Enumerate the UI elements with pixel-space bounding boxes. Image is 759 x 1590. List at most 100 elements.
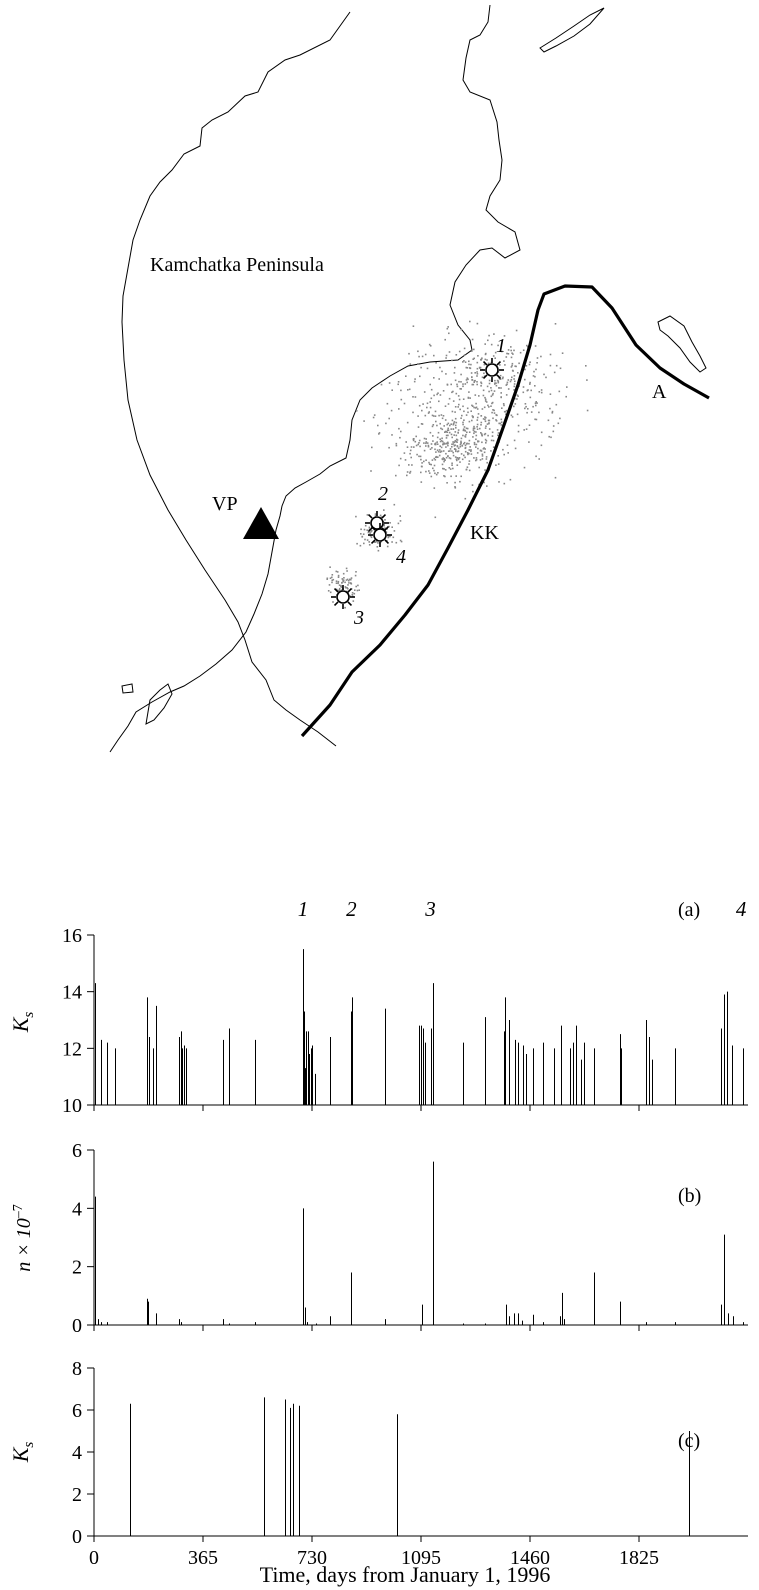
- seismicity-dot: [441, 370, 443, 373]
- seismicity-dot: [525, 365, 528, 367]
- seismicity-dot: [515, 329, 518, 332]
- seismicity-dot: [369, 532, 371, 534]
- seismicity-dot: [383, 524, 385, 526]
- seismicity-dot: [418, 455, 420, 458]
- seismicity-dot: [470, 449, 472, 451]
- seismicity-dot: [452, 451, 454, 454]
- seismicity-dot: [445, 437, 448, 439]
- seismicity-dot: [431, 447, 433, 449]
- seismicity-dot: [473, 427, 476, 430]
- seismicity-dot: [436, 449, 439, 451]
- seismicity-dot: [476, 375, 478, 377]
- seismicity-dot: [354, 589, 356, 591]
- y-tick-label: 4: [72, 1198, 82, 1220]
- island-kuril: [145, 683, 173, 725]
- panel-a-event-markers: 1 2 3 4: [298, 897, 747, 921]
- seismicity-dot: [453, 372, 456, 374]
- seismicity-dot: [355, 515, 357, 518]
- seismicity-dot: [514, 380, 516, 383]
- seismicity-dot: [344, 606, 346, 609]
- seismicity-dot: [483, 375, 486, 377]
- seismicity-dot: [331, 576, 333, 579]
- seismicity-dot: [342, 572, 345, 575]
- seismicity-dot: [483, 406, 486, 409]
- seismicity-dot: [493, 412, 496, 414]
- seismicity-dot: [425, 470, 427, 473]
- seismicity-dot: [445, 446, 447, 448]
- island-small: [121, 683, 134, 694]
- seismicity-dot: [471, 383, 474, 386]
- seismicity-dot: [477, 413, 480, 415]
- seismicity-dot: [447, 442, 449, 445]
- seismicity-dot: [476, 361, 479, 364]
- seismicity-dot: [471, 350, 473, 352]
- seismicity-dot: [450, 423, 452, 425]
- seismicity-dot: [459, 408, 461, 411]
- seismicity-dot: [475, 431, 477, 433]
- seismicity-dot: [470, 372, 473, 374]
- seismicity-dot: [335, 580, 338, 582]
- seismicity-dot: [460, 442, 462, 444]
- seismicity-dot: [425, 442, 427, 445]
- seismicity-dot: [492, 417, 494, 420]
- seismicity-dot: [586, 379, 588, 381]
- seismicity-dot: [329, 591, 332, 594]
- seismicity-dot: [507, 388, 510, 390]
- panel-c-bars: [130, 1397, 690, 1536]
- seismicity-dot: [442, 467, 444, 470]
- seismicity-dot: [488, 428, 491, 430]
- seismicity-dot: [438, 378, 440, 380]
- seismicity-dot: [481, 453, 484, 456]
- seismicity-dot: [464, 361, 467, 363]
- seismicity-dot: [463, 443, 465, 445]
- seismicity-dot: [491, 402, 493, 405]
- seismicity-dot: [464, 383, 467, 385]
- panel-a-label: (a): [678, 899, 700, 921]
- seismicity-dot: [386, 402, 389, 405]
- seismicity-dot: [377, 542, 379, 544]
- sun-icon: [480, 358, 504, 382]
- seismicity-dot: [337, 576, 340, 578]
- seismicity-dot: [476, 416, 479, 419]
- seismicity-dot: [493, 409, 495, 412]
- seismicity-dot: [484, 420, 487, 423]
- seismicity-dot: [466, 377, 469, 379]
- seismicity-dot: [484, 448, 486, 450]
- seismicity-dot: [534, 402, 537, 405]
- seismicity-dot: [497, 381, 500, 384]
- seismicity-dot: [462, 405, 464, 408]
- seismicity-dot: [411, 464, 413, 466]
- seismicity-dot: [485, 416, 487, 419]
- seismicity-dot: [455, 427, 457, 429]
- seismicity-dot: [482, 418, 485, 420]
- seismicity-dot: [371, 446, 373, 449]
- svg-text:Ks: Ks: [8, 1012, 37, 1034]
- seismicity-dot: [463, 410, 465, 413]
- seismicity-dot: [501, 407, 503, 409]
- seismicity-dot: [428, 461, 430, 464]
- seismicity-dot: [414, 440, 417, 443]
- seismicity-dot: [442, 390, 445, 392]
- seismicity-dot: [426, 367, 429, 370]
- seismicity-dot: [373, 414, 376, 416]
- seismicity-dot: [455, 458, 458, 461]
- seismicity-dot: [433, 354, 435, 357]
- svg-text:Ks: Ks: [8, 1442, 37, 1464]
- seismicity-dot: [460, 388, 462, 390]
- seismicity-dot: [447, 450, 450, 452]
- seismicity-dot: [536, 362, 538, 364]
- seismicity-dot: [471, 376, 473, 379]
- seismicity-dot: [454, 424, 457, 427]
- seismicity-dot: [480, 433, 483, 435]
- seismicity-dot: [483, 372, 485, 375]
- seismicity-dot: [419, 445, 421, 448]
- seismicity-dot: [431, 459, 434, 461]
- seismicity-dot: [500, 387, 502, 389]
- seismicity-dot: [436, 441, 438, 443]
- seismicity-dot: [384, 519, 386, 521]
- seismicity-dot: [337, 574, 340, 577]
- seismicity-dot: [514, 403, 517, 405]
- seismicity-dot: [344, 586, 347, 588]
- seismicity-dot: [473, 430, 476, 433]
